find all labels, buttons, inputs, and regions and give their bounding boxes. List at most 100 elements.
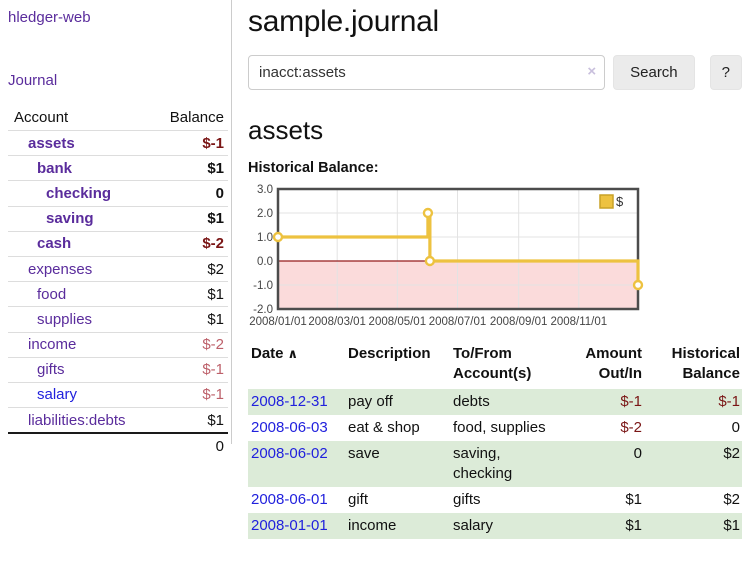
account-link[interactable]: checking (46, 184, 112, 202)
register-header-accounts: To/From Account(s) (453, 345, 532, 382)
help-button[interactable]: ? (709, 55, 742, 90)
transaction-description: income (348, 517, 397, 534)
accounts-total-balance: 0 (150, 432, 228, 459)
account-balance: $-2 (150, 230, 228, 257)
account-link[interactable]: bank (37, 159, 73, 177)
account-balance: $1 (150, 407, 228, 434)
transaction-accounts: gifts (453, 491, 481, 508)
sidebar-nav: Journal (8, 72, 230, 89)
svg-text:2008/05/01: 2008/05/01 (369, 316, 427, 328)
transaction-balance: $-1 (718, 393, 740, 410)
main-content: sample.journal × Search ? assets Histori… (248, 0, 742, 539)
account-link[interactable]: income (28, 336, 77, 354)
register-header-description: Description (348, 345, 431, 362)
transaction-accounts: debts (453, 393, 490, 410)
transaction-balance: $2 (723, 491, 740, 508)
clear-search-icon[interactable]: × (587, 63, 597, 80)
svg-text:$: $ (616, 194, 624, 209)
account-link[interactable]: food (37, 285, 67, 303)
accounts-header-row: Account Balance (8, 106, 228, 131)
account-row: bank $1 (8, 155, 228, 181)
account-link[interactable]: expenses (28, 260, 93, 278)
transaction-description: save (348, 445, 380, 462)
svg-text:2008/11/01: 2008/11/01 (550, 316, 607, 328)
account-heading: assets (248, 115, 324, 145)
account-link[interactable]: supplies (37, 310, 93, 328)
account-balance: $2 (150, 255, 228, 282)
transaction-amount: $-1 (620, 393, 642, 410)
account-link[interactable]: liabilities:debts (28, 411, 126, 429)
account-link[interactable]: salary (37, 386, 78, 404)
account-row: food $1 (8, 281, 228, 307)
account-link[interactable]: gifts (37, 361, 65, 379)
svg-text:2008/01/01: 2008/01/01 (249, 316, 307, 328)
account-row: gifts $-1 (8, 356, 228, 383)
svg-text:2008/03/01: 2008/03/01 (308, 316, 366, 328)
accounts-header-account: Account (14, 109, 69, 126)
transaction-accounts: salary (453, 517, 494, 534)
account-link[interactable]: cash (37, 235, 72, 253)
account-row: income $-2 (8, 331, 228, 358)
register-row: 2008-06-01 gift gifts $1 $2 (248, 487, 742, 513)
account-row: liabilities:debts $1 (8, 407, 228, 434)
transaction-amount: $1 (625, 517, 642, 534)
register-header-row: Date ∧ Description To/From Account(s) Amo… (248, 344, 742, 389)
transaction-balance: $1 (723, 517, 740, 534)
register-row: 2008-12-31 pay off debts $-1 $-1 (248, 389, 742, 415)
svg-text:1.0: 1.0 (257, 232, 273, 244)
transaction-amount: $1 (625, 491, 642, 508)
transaction-accounts: food, supplies (453, 419, 546, 436)
sidebar: hledger-web Journal Account Balance asse… (0, 0, 230, 459)
account-balance: $-2 (150, 331, 228, 358)
transaction-date-link[interactable]: 2008-01-01 (251, 517, 328, 534)
sort-asc-icon: ∧ (287, 346, 299, 361)
transaction-date-link[interactable]: 2008-12-31 (251, 393, 328, 410)
page-title: sample.journal (248, 5, 439, 38)
register-row: 2008-06-03 eat & shop food, supplies $-2 0 (248, 415, 742, 441)
transaction-accounts: saving, checking (453, 445, 513, 482)
register-table: Date ∧ Description To/From Account(s) Amo… (248, 344, 742, 539)
account-balance: $-1 (150, 381, 228, 408)
account-balance: $-1 (150, 356, 228, 383)
svg-text:2.0: 2.0 (257, 208, 273, 220)
search-input[interactable] (248, 55, 606, 90)
transaction-balance: $2 (723, 445, 740, 462)
transaction-date-link[interactable]: 2008-06-02 (251, 445, 328, 462)
search-input-wrap: × (248, 55, 606, 90)
account-link[interactable]: saving (46, 210, 94, 228)
svg-text:0.0: 0.0 (257, 256, 273, 268)
accounts-total-spacer (8, 432, 151, 459)
accounts-table: Account Balance assets $-1 bank $1 checking 0… (8, 106, 228, 459)
transaction-date-link[interactable]: 2008-06-03 (251, 419, 328, 436)
app-brand-link[interactable]: hledger-web (8, 9, 91, 26)
transaction-description: pay off (348, 393, 393, 410)
transaction-amount: $-2 (620, 419, 642, 436)
register-header-date-label: Date (251, 345, 284, 362)
svg-text:-1.0: -1.0 (253, 280, 273, 292)
account-balance: $1 (150, 155, 228, 181)
transaction-description: gift (348, 491, 369, 508)
transaction-date-link[interactable]: 2008-06-01 (251, 491, 328, 508)
register-row: 2008-01-01 income salary $1 $1 (248, 513, 742, 539)
chart-legend: $ (598, 193, 634, 211)
historical-balance-chart: 3.0 2.0 1.0 0.0 -1.0 -2.0 2008/01/01 2008/03/01… (248, 181, 742, 328)
accounts-total-row: 0 (8, 432, 228, 459)
nav-journal-link[interactable]: Journal (8, 72, 58, 89)
account-row: checking 0 (8, 180, 228, 207)
account-balance: $1 (150, 205, 228, 232)
svg-text:3.0: 3.0 (257, 184, 273, 196)
accounts-header-balance: Balance (169, 109, 224, 126)
register-header-amount: Amount Out/In (585, 345, 642, 382)
register-header-date[interactable]: Date ∧ (248, 344, 345, 389)
search-button[interactable]: Search (613, 55, 695, 90)
account-row: expenses $2 (8, 255, 228, 282)
account-link[interactable]: assets (28, 134, 75, 152)
account-row: supplies $1 (8, 306, 228, 332)
account-row: cash $-2 (8, 230, 228, 257)
account-balance: $1 (150, 306, 228, 332)
account-row: salary $-1 (8, 381, 228, 408)
transaction-balance: 0 (731, 419, 740, 436)
account-balance: $1 (150, 281, 228, 307)
search-form: × Search ? (248, 55, 742, 90)
